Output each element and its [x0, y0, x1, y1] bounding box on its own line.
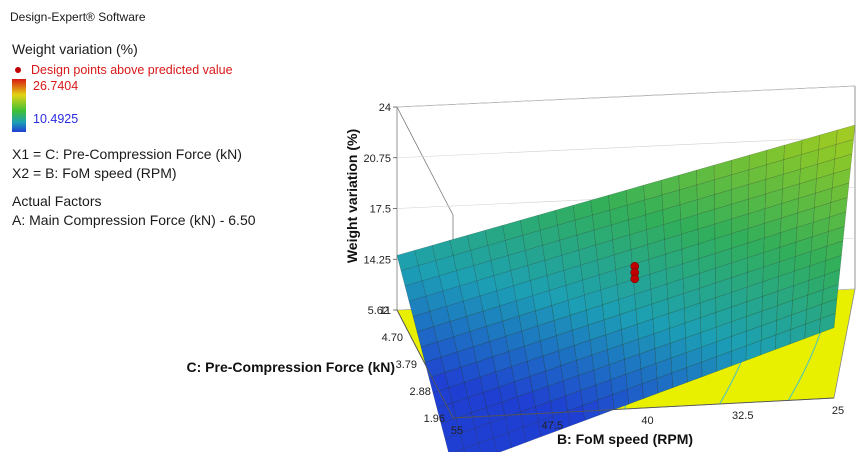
surface-cell — [828, 211, 847, 232]
x-axis-label: B: FoM speed (RPM) — [557, 431, 693, 447]
z-tick-label: 17.5 — [370, 204, 391, 216]
y-tick-label: 2.88 — [410, 386, 431, 398]
x-tick-label: 32.5 — [732, 410, 753, 422]
design-point — [630, 274, 640, 284]
color-scale-bar — [12, 79, 26, 132]
x-tick-label: 55 — [451, 425, 463, 437]
x-tick-label: 47.5 — [542, 420, 563, 432]
x-tick-label: 25 — [832, 405, 844, 417]
front-edge — [452, 397, 835, 419]
z-tick-label: 24 — [379, 102, 391, 114]
box-edge — [396, 106, 454, 216]
y-tick-label: 1.96 — [424, 413, 445, 425]
software-name: Design-Expert® Software — [10, 10, 146, 24]
y-axis-label: C: Pre-Compression Force (kN) — [187, 359, 395, 375]
legend-panel: Design-Expert® Software Weight variation… — [0, 0, 300, 240]
design-point-marker-icon — [15, 67, 21, 73]
z-gridline — [396, 136, 856, 159]
response-name: Weight variation (%) — [12, 41, 138, 57]
z-axis-label: Weight variation (%) — [344, 129, 360, 263]
factor-x2-label: X2 = B: FoM speed (RPM) — [12, 165, 177, 181]
y-tick-label: 5.62 — [368, 305, 389, 317]
z-tick-label: 14.25 — [363, 254, 391, 266]
surface-cell — [824, 255, 842, 276]
surface-cell — [819, 312, 836, 334]
z-gridline — [396, 85, 856, 108]
design-points-label: Design points above predicted value — [31, 63, 233, 77]
x-tick-label: 40 — [641, 415, 653, 427]
surface-cell — [833, 153, 853, 174]
front-edge — [396, 309, 454, 419]
y-tick-label: 4.70 — [382, 332, 403, 344]
scale-high-value: 26.7404 — [33, 79, 79, 93]
y-tick-label: 3.79 — [396, 359, 417, 371]
z-tick-label: 20.75 — [363, 153, 391, 165]
actual-factors-title: Actual Factors — [12, 193, 102, 209]
scale-low-value: 10.4925 — [33, 112, 79, 126]
actual-factor-a: A: Main Compression Force (kN) - 6.50 — [12, 212, 256, 228]
surface-cell — [829, 197, 848, 218]
z-tick-label: 11 — [380, 305, 391, 317]
factor-x1-label: X1 = C: Pre-Compression Force (kN) — [12, 146, 242, 162]
